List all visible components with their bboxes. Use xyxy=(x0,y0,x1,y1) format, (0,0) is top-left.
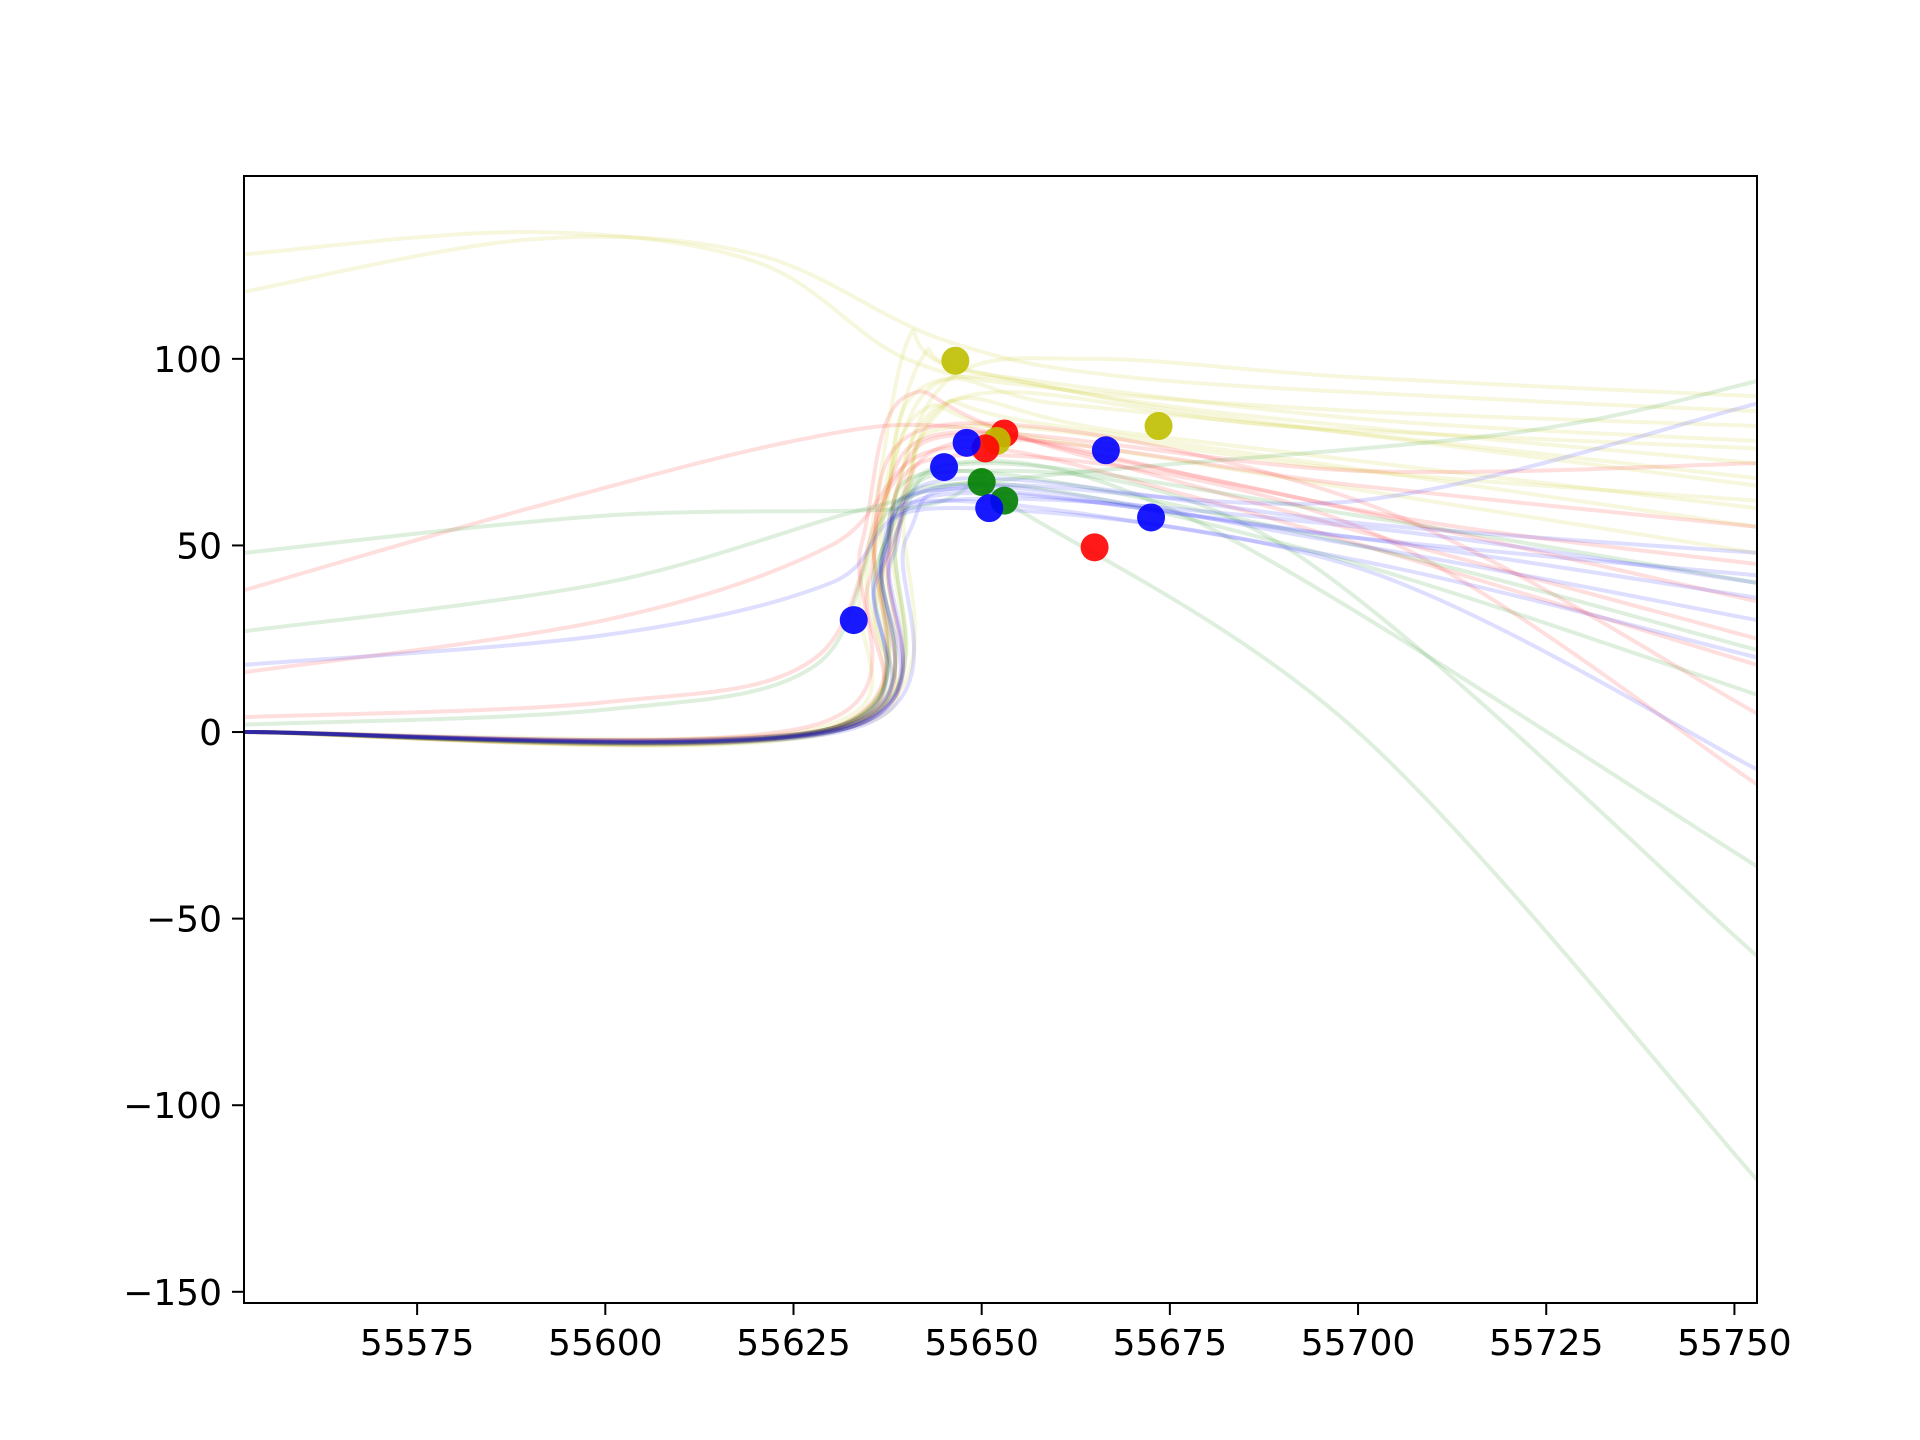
series-line-y-6 xyxy=(244,356,1757,748)
series-line-y-11 xyxy=(244,374,1757,748)
data-point-y-0 xyxy=(941,346,970,375)
x-axis: 55575 55600 55625 55650 55675 55700 55725 55750 xyxy=(360,1303,1792,1364)
x-tick-label: 55625 xyxy=(736,1323,851,1364)
y-tick-label: 0 xyxy=(199,713,222,754)
series-line-b-33 xyxy=(244,506,1757,772)
y-tick-label: −100 xyxy=(123,1086,222,1127)
data-point-r-12 xyxy=(1080,533,1109,562)
data-point-b-7 xyxy=(1091,436,1120,465)
data-points xyxy=(839,346,1173,635)
x-tick-label: 55750 xyxy=(1677,1323,1792,1364)
data-point-b-10 xyxy=(975,494,1004,523)
series-line-y-4 xyxy=(244,376,1757,744)
x-tick-label: 55700 xyxy=(1301,1323,1416,1364)
series-line-b-28 xyxy=(244,483,1757,743)
data-point-g-8 xyxy=(967,468,996,497)
y-tick-label: −150 xyxy=(123,1273,222,1314)
series-line-y-1 xyxy=(244,234,1757,414)
series-line-y-2 xyxy=(244,328,1757,743)
series-line-g-26 xyxy=(244,461,1757,747)
series-line-g-23 xyxy=(244,468,1757,958)
data-point-b-11 xyxy=(1137,503,1166,532)
series-line-y-9 xyxy=(244,423,1757,746)
x-tick-label: 55725 xyxy=(1489,1323,1604,1364)
series-line-b-27 xyxy=(244,487,1757,744)
data-point-y-1 xyxy=(1144,412,1173,441)
series-line-b-31 xyxy=(244,498,1757,745)
y-axis: −150 −100 −50 0 50 100 xyxy=(123,340,244,1314)
series-line-y-8 xyxy=(244,390,1757,744)
series-line-g-22 xyxy=(244,459,1757,869)
series-line-r-12 xyxy=(244,422,1757,593)
series-line-y-10 xyxy=(244,403,1757,746)
x-tick-label: 55650 xyxy=(924,1323,1039,1364)
x-tick-label: 55575 xyxy=(360,1323,475,1364)
series-lines xyxy=(244,229,1757,1182)
x-tick-label: 55600 xyxy=(548,1323,663,1364)
series-line-y-7 xyxy=(244,398,1757,741)
series-line-g-21 xyxy=(244,480,1757,697)
series-line-r-16 xyxy=(244,452,1757,786)
data-point-b-6 xyxy=(930,453,959,482)
x-tick-label: 55675 xyxy=(1113,1323,1228,1364)
data-point-b-5 xyxy=(952,428,981,457)
series-line-r-17 xyxy=(244,421,1757,743)
series-line-b-34 xyxy=(244,490,1757,744)
y-tick-label: −50 xyxy=(146,900,222,941)
series-line-y-3 xyxy=(244,347,1757,747)
plot-frame xyxy=(243,175,1758,1304)
series-line-y-5 xyxy=(244,395,1757,746)
series-line-b-32 xyxy=(244,401,1757,746)
y-tick-label: 50 xyxy=(176,526,222,567)
series-line-r-19 xyxy=(244,431,1757,720)
data-point-b-13 xyxy=(839,606,868,635)
series-line-g-25 xyxy=(244,468,1757,745)
series-line-r-18 xyxy=(244,437,1757,745)
series-line-r-15 xyxy=(244,429,1757,747)
y-tick-label: 100 xyxy=(153,340,222,381)
series-line-y-0 xyxy=(244,229,1757,428)
series-line-b-29 xyxy=(244,476,1757,746)
series-line-b-30 xyxy=(244,496,1757,667)
series-line-g-24 xyxy=(244,379,1757,727)
series-line-r-14 xyxy=(244,389,1757,743)
series-line-r-13 xyxy=(244,445,1757,675)
